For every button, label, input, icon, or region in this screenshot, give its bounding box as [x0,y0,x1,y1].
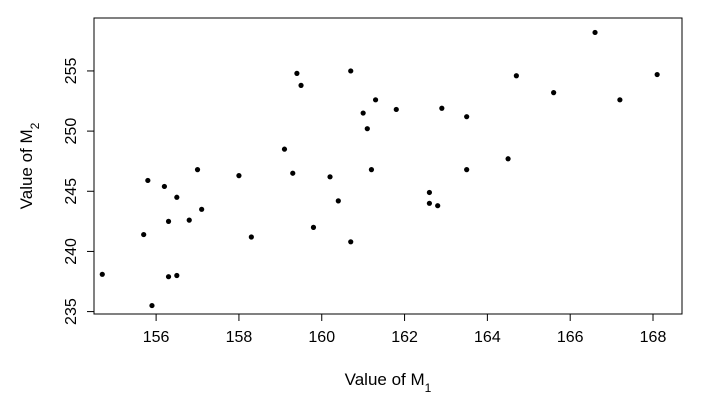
data-point [364,126,370,132]
data-point [435,203,441,209]
x-tick-label: 166 [557,329,584,346]
y-axis: 235 240 245 250 255 [63,57,94,325]
data-point [464,167,470,173]
x-axis: 156 158 160 162 164 166 168 [143,314,667,346]
data-point [439,105,445,111]
data-point [368,167,375,173]
data-point [372,97,379,103]
x-tick-label: 168 [640,329,667,346]
x-tick-label: 160 [308,329,335,346]
y-tick-label: 255 [63,57,80,84]
data-point [505,156,511,162]
data-point [592,29,598,36]
data-point [327,174,333,180]
x-tick-label: 162 [391,329,418,346]
data-point [426,189,433,196]
data-points [99,29,660,309]
data-point [248,234,254,240]
data-point [165,218,172,224]
x-tick-label: 156 [143,329,170,346]
data-point [186,217,192,223]
data-point [290,170,296,176]
x-tick-label: 158 [226,329,253,346]
data-point [236,173,242,179]
data-point [281,146,288,152]
data-point [174,272,180,279]
data-point [335,198,341,204]
data-point [141,231,147,238]
y-tick-label: 250 [63,118,80,145]
y-tick-label: 235 [63,298,80,325]
data-point [161,183,167,190]
y-axis-title: Value of M2 [17,122,42,209]
data-point [551,90,557,96]
x-axis-title: Value of M1 [345,370,432,395]
data-point [654,71,660,78]
data-point [617,97,623,103]
data-point [165,274,172,280]
plot-frame [93,17,683,315]
data-point [174,194,180,200]
data-point [199,206,205,212]
data-point [298,82,304,88]
data-point [145,177,151,184]
x-tick-label: 164 [474,329,501,346]
data-point [149,302,155,309]
data-point [513,73,519,79]
y-tick-label: 245 [63,178,80,205]
data-point [464,114,470,120]
data-point [194,167,201,173]
data-point [310,224,317,230]
data-point [348,68,354,74]
y-tick-label: 240 [63,238,80,265]
data-point [393,106,399,113]
data-point [426,200,433,206]
data-point [99,271,105,277]
data-point [294,70,300,76]
data-point [360,110,366,116]
data-point [348,239,354,245]
